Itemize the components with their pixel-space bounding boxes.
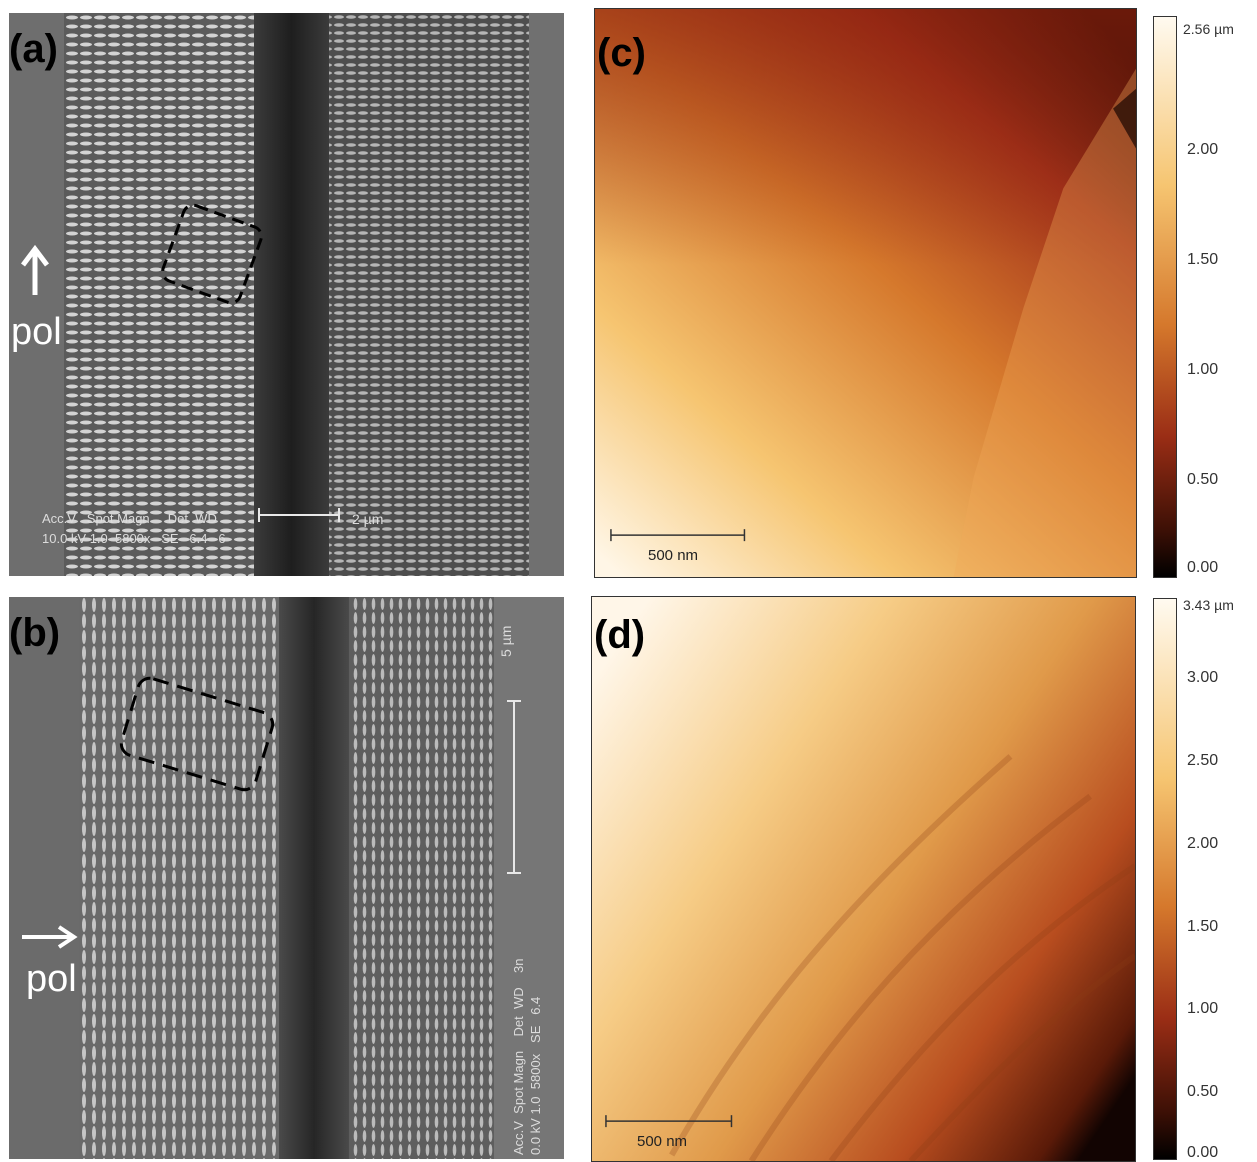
sem-image-b-graphic bbox=[9, 597, 564, 1159]
colorbar-c-tick: 1.00 bbox=[1187, 361, 1219, 378]
pol-label-a: pol bbox=[11, 311, 62, 353]
afm-image-d-graphic bbox=[592, 597, 1135, 1161]
scale-bar-label-c: 500 nm bbox=[648, 547, 699, 564]
scale-bar-label-a: 2 µm bbox=[352, 511, 384, 527]
afm-image-c: (c) 500 nm bbox=[594, 8, 1137, 578]
panel-label-b: (b) bbox=[9, 611, 61, 655]
dashed-selection-box-a bbox=[161, 203, 263, 305]
colorbar-c-tick: 0.00 bbox=[1187, 559, 1219, 576]
scale-bar-label-d: 500 nm bbox=[637, 1133, 688, 1150]
colorbar-c-tick: 1.50 bbox=[1187, 251, 1219, 268]
colorbar-d-tick: 2.50 bbox=[1187, 752, 1219, 769]
colorbar-d-tick: 3.00 bbox=[1187, 669, 1219, 686]
sem-info-line1-a: Acc.V Spot Magn Det WD bbox=[42, 511, 217, 526]
sem-info-b: Acc.V Spot Magn Det WD 3n 0.0 kV 1.0 580… bbox=[511, 958, 543, 1155]
colorbar-d-tick: 1.00 bbox=[1187, 1000, 1219, 1017]
pol-arrow-a bbox=[21, 244, 49, 295]
afm-image-d: (d) 500 nm bbox=[591, 596, 1136, 1162]
sem-image-a-graphic bbox=[9, 13, 564, 576]
sem-info-line2-a: 10.0 kV 1.0 5800x SE 6.4 6 bbox=[42, 531, 226, 546]
pol-arrow-b bbox=[22, 925, 78, 949]
colorbar-d bbox=[1153, 598, 1177, 1160]
colorbar-d-tick: 2.00 bbox=[1187, 835, 1219, 852]
dashed-selection-box-b bbox=[119, 676, 275, 792]
colorbar-c bbox=[1153, 16, 1177, 578]
colorbar-c-tick: 0.50 bbox=[1187, 471, 1219, 488]
colorbar-d-tick: 1.50 bbox=[1187, 918, 1219, 935]
colorbar-c-tick: 2.00 bbox=[1187, 141, 1219, 158]
scale-bar-label-b: 5 µm bbox=[498, 625, 514, 657]
scale-bar-c bbox=[610, 529, 746, 542]
sem-image-b: (b) pol 5 µm Acc.V Spot Magn Det WD 3n 0… bbox=[9, 597, 564, 1159]
colorbar-d-tick: 0.00 bbox=[1187, 1144, 1219, 1161]
panel-label-a: (a) bbox=[9, 27, 58, 71]
pol-label-b: pol bbox=[26, 958, 77, 1000]
scale-bar-b bbox=[507, 700, 521, 874]
colorbar-d-tick: 0.50 bbox=[1187, 1083, 1219, 1100]
scale-bar-d bbox=[605, 1115, 733, 1128]
colorbar-c-max: 2.56 µm bbox=[1183, 21, 1234, 37]
sem-image-a: (a) pol Acc.V Spot Magn Det WD 10.0 kV 1… bbox=[9, 13, 564, 576]
afm-image-c-graphic bbox=[595, 9, 1136, 577]
panel-label-c: (c) bbox=[597, 31, 646, 75]
colorbar-d-max: 3.43 µm bbox=[1183, 597, 1234, 613]
panel-label-d: (d) bbox=[594, 613, 646, 657]
scale-bar-a bbox=[258, 508, 340, 522]
